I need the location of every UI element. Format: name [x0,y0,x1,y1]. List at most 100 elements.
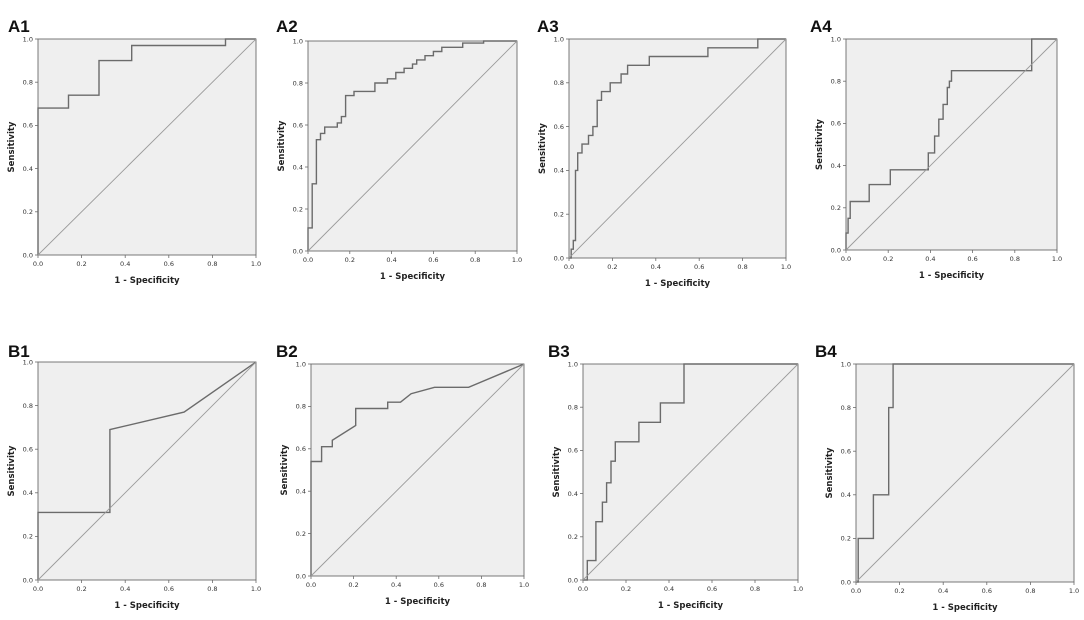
y-tick-label: 0.8 [296,403,306,411]
roc-curve-b2 [310,363,525,576]
x-tick-label: 0.4 [391,581,401,589]
y-tick-label: 1.0 [841,360,851,368]
roc-curve-a1 [37,38,256,255]
y-tick-label: 0.0 [23,251,33,259]
x-tick-label: 0.6 [707,585,717,593]
panel-label-a2: A2 [276,17,298,36]
y-tick-label: 0.0 [831,246,841,254]
x-tick-label: 0.2 [607,263,617,271]
y-axis-title-b1: Sensitivity [7,445,17,496]
roc-curve-a3 [569,38,786,259]
x-tick-label: 0.0 [851,587,861,595]
y-tick-label: 0.6 [554,123,564,131]
roc-curve-a2 [307,40,517,251]
y-tick-label: 0.6 [23,446,33,454]
y-tick-label: 0.0 [23,576,33,584]
panel-label-a3: A3 [537,17,559,36]
y-tick-label: 0.6 [296,445,306,453]
x-axis-title-a4: 1 - Specificity [919,271,985,281]
x-tick-label: 0.4 [938,587,948,595]
x-tick-label: 0.8 [476,581,486,589]
y-tick-label: 1.0 [568,360,578,368]
y-axis-title-a1: Sensitivity [7,121,17,172]
y-tick-label: 0.4 [568,490,578,498]
y-tick-label: 0.6 [568,447,578,455]
y-tick-label: 0.0 [841,578,851,586]
x-tick-label: 1.0 [1052,255,1062,263]
y-tick-label: 0.2 [554,211,564,219]
y-tick-label: 0.0 [296,572,306,580]
x-tick-label: 0.2 [621,585,631,593]
reference-diagonal-b4 [855,363,1075,583]
x-tick-label: 0.4 [120,260,130,268]
y-tick-label: 0.2 [841,535,851,543]
panel-label-a1: A1 [8,17,30,36]
x-tick-label: 0.2 [345,256,355,264]
y-tick-label: 0.6 [23,122,33,130]
y-tick-label: 0.8 [293,79,303,87]
x-tick-label: 0.6 [428,256,438,264]
x-tick-label: 0.8 [207,585,217,593]
reference-diagonal-a4 [845,38,1058,251]
roc-curve-b3 [583,363,798,581]
x-tick-label: 0.6 [164,260,174,268]
y-axis-title-a4: Sensitivity [815,119,825,170]
y-tick-label: 0.4 [23,489,33,497]
y-tick-label: 0.2 [296,530,306,538]
y-axis-title-b2: Sensitivity [280,444,290,495]
x-tick-label: 0.8 [750,585,760,593]
y-tick-label: 1.0 [296,360,306,368]
y-tick-label: 1.0 [23,35,33,43]
x-tick-label: 0.6 [694,263,704,271]
y-tick-label: 0.2 [831,204,841,212]
panel-a2: A2 0.0 0.2 0.4 0.6 0.8 1.0 0.0 0.2 0.4 0.6 0.8 1.0 1 … [276,17,522,282]
y-axis-title-b3: Sensitivity [552,446,562,497]
x-axis-title-a2: 1 - Specificity [380,272,446,282]
x-tick-label: 0.6 [967,255,977,263]
y-tick-label: 0.0 [568,576,578,584]
x-tick-label: 0.0 [306,581,316,589]
x-tick-label: 0.2 [76,260,86,268]
x-axis-title-a3: 1 - Specificity [645,279,711,289]
roc-curve-a4 [845,38,1057,250]
y-tick-label: 0.6 [831,120,841,128]
x-tick-label: 0.4 [925,255,935,263]
y-axis-title-b4: Sensitivity [825,447,835,498]
y-tick-label: 0.4 [296,488,306,496]
y-tick-label: 0.8 [554,79,564,87]
x-tick-label: 1.0 [512,256,522,264]
y-tick-label: 0.2 [293,205,303,213]
reference-diagonal-a3 [568,38,787,259]
x-tick-label: 1.0 [251,585,261,593]
y-tick-label: 0.4 [23,165,33,173]
panel-a4: A4 0.0 0.2 0.4 0.6 0.8 1.0 0.0 0.2 0.4 0.6 0.8 1.0 1 … [810,17,1062,281]
x-axis-title-b4: 1 - Specificity [932,603,998,613]
panel-b2: B2 0.0 0.2 0.4 0.6 0.8 1.0 0.0 0.2 0.4 0.6 0.8 1.0 1 … [276,342,529,607]
y-tick-label: 1.0 [23,358,33,366]
y-tick-label: 0.6 [293,121,303,129]
panel-a3: A3 0.0 0.2 0.4 0.6 0.8 1.0 0.0 0.2 0.4 0.6 0.8 1.0 1 … [537,17,791,289]
x-axis-title-a1: 1 - Specificity [114,276,180,286]
y-tick-label: 0.4 [841,491,851,499]
y-tick-label: 0.8 [23,79,33,87]
panel-a1: A1 0.0 0.2 0.4 0.6 0.8 1.0 0.0 0.2 0.4 0.6 0.8 1.0 1 … [7,17,261,286]
x-tick-label: 0.2 [894,587,904,595]
y-tick-label: 0.2 [23,533,33,541]
y-tick-label: 0.8 [841,404,851,412]
panel-label-a4: A4 [810,17,832,36]
x-tick-label: 1.0 [251,260,261,268]
roc-curve-b1 [37,361,257,580]
y-tick-label: 0.8 [568,404,578,412]
x-tick-label: 0.2 [348,581,358,589]
reference-diagonal-b2 [310,363,525,577]
x-tick-label: 0.4 [651,263,661,271]
y-tick-label: 0.2 [23,208,33,216]
x-tick-label: 0.0 [564,263,574,271]
x-tick-label: 0.4 [386,256,396,264]
y-tick-label: 0.8 [831,78,841,86]
y-tick-label: 0.4 [831,162,841,170]
y-tick-label: 0.4 [293,163,303,171]
y-tick-label: 1.0 [293,37,303,45]
y-tick-label: 0.4 [554,167,564,175]
